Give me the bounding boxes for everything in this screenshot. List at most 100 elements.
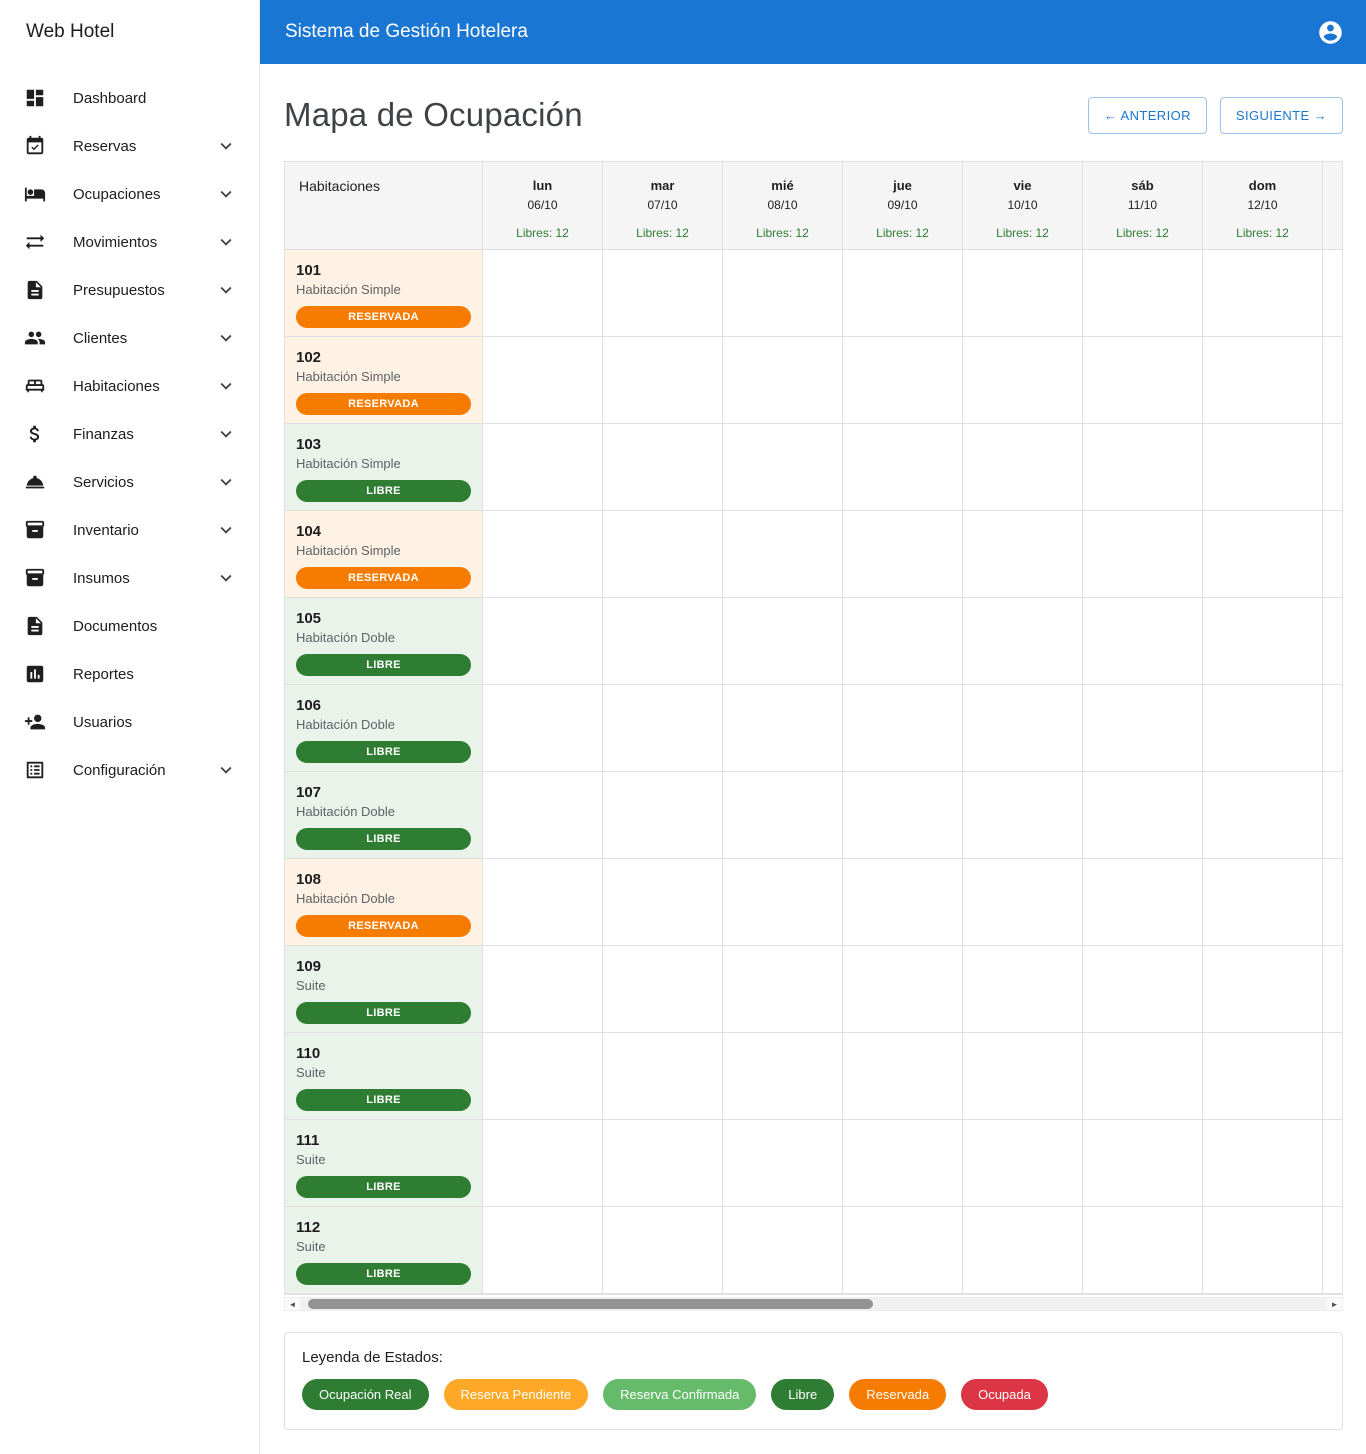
occupancy-cell[interactable] (483, 946, 603, 1033)
sidebar-item-ocupaciones[interactable]: Ocupaciones (0, 170, 259, 218)
occupancy-cell[interactable] (483, 1033, 603, 1120)
occupancy-cell[interactable] (483, 859, 603, 946)
occupancy-cell[interactable] (603, 946, 723, 1033)
occupancy-cell[interactable] (1203, 685, 1323, 772)
room-cell-102[interactable]: 102 Habitación Simple RESERVADA (285, 337, 483, 424)
occupancy-cell[interactable] (723, 1207, 843, 1294)
room-cell-103[interactable]: 103 Habitación Simple LIBRE (285, 424, 483, 511)
occupancy-cell[interactable] (1203, 859, 1323, 946)
occupancy-cell[interactable] (1083, 424, 1203, 511)
sidebar-item-servicios[interactable]: Servicios (0, 458, 259, 506)
occupancy-cell[interactable] (1203, 250, 1323, 337)
occupancy-cell[interactable] (1323, 337, 1342, 424)
occupancy-cell[interactable] (843, 598, 963, 685)
occupancy-cell[interactable] (843, 250, 963, 337)
occupancy-cell[interactable] (843, 772, 963, 859)
occupancy-cell[interactable] (723, 250, 843, 337)
occupancy-cell[interactable] (843, 685, 963, 772)
occupancy-cell[interactable] (723, 511, 843, 598)
occupancy-cell[interactable] (1203, 511, 1323, 598)
occupancy-cell[interactable] (963, 511, 1083, 598)
sidebar-item-dashboard[interactable]: Dashboard (0, 74, 259, 122)
scroll-left-icon[interactable]: ◄ (288, 1299, 297, 1309)
occupancy-cell[interactable] (483, 772, 603, 859)
occupancy-cell[interactable] (603, 1207, 723, 1294)
occupancy-cell[interactable] (483, 1120, 603, 1207)
sidebar-item-presupuestos[interactable]: Presupuestos (0, 266, 259, 314)
room-cell-107[interactable]: 107 Habitación Doble LIBRE (285, 772, 483, 859)
sidebar-item-insumos[interactable]: Insumos (0, 554, 259, 602)
occupancy-cell[interactable] (1083, 337, 1203, 424)
occupancy-cell[interactable] (1203, 946, 1323, 1033)
room-cell-106[interactable]: 106 Habitación Doble LIBRE (285, 685, 483, 772)
sidebar-item-reportes[interactable]: Reportes (0, 650, 259, 698)
occupancy-cell[interactable] (603, 685, 723, 772)
occupancy-cell[interactable] (483, 337, 603, 424)
occupancy-cell[interactable] (1083, 1033, 1203, 1120)
occupancy-cell[interactable] (723, 772, 843, 859)
occupancy-cell[interactable] (843, 1033, 963, 1120)
room-cell-112[interactable]: 112 Suite LIBRE (285, 1207, 483, 1294)
sidebar-item-documentos[interactable]: Documentos (0, 602, 259, 650)
sidebar-item-clientes[interactable]: Clientes (0, 314, 259, 362)
occupancy-cell[interactable] (603, 1033, 723, 1120)
occupancy-cell[interactable] (1083, 946, 1203, 1033)
occupancy-cell[interactable] (963, 772, 1083, 859)
occupancy-cell[interactable] (1323, 1207, 1342, 1294)
occupancy-cell[interactable] (1323, 424, 1342, 511)
occupancy-cell[interactable] (963, 946, 1083, 1033)
occupancy-cell[interactable] (1323, 250, 1342, 337)
occupancy-cell[interactable] (1083, 511, 1203, 598)
occupancy-cell[interactable] (603, 772, 723, 859)
occupancy-cell[interactable] (603, 424, 723, 511)
occupancy-cell[interactable] (963, 337, 1083, 424)
occupancy-cell[interactable] (1083, 1207, 1203, 1294)
room-cell-110[interactable]: 110 Suite LIBRE (285, 1033, 483, 1120)
occupancy-cell[interactable] (1083, 250, 1203, 337)
occupancy-cell[interactable] (963, 859, 1083, 946)
occupancy-cell[interactable] (603, 337, 723, 424)
occupancy-cell[interactable] (723, 685, 843, 772)
occupancy-cell[interactable] (1203, 424, 1323, 511)
occupancy-cell[interactable] (963, 1120, 1083, 1207)
occupancy-cell[interactable] (1323, 772, 1342, 859)
occupancy-cell[interactable] (843, 424, 963, 511)
occupancy-cell[interactable] (723, 1120, 843, 1207)
occupancy-cell[interactable] (1203, 1033, 1323, 1120)
occupancy-cell[interactable] (723, 598, 843, 685)
occupancy-cell[interactable] (843, 511, 963, 598)
room-cell-111[interactable]: 111 Suite LIBRE (285, 1120, 483, 1207)
occupancy-cell[interactable] (1083, 685, 1203, 772)
occupancy-cell[interactable] (603, 511, 723, 598)
occupancy-cell[interactable] (1203, 598, 1323, 685)
occupancy-cell[interactable] (963, 685, 1083, 772)
next-week-button[interactable]: SIGUIENTE → (1219, 96, 1343, 134)
occupancy-cell[interactable] (1203, 1207, 1323, 1294)
occupancy-cell[interactable] (603, 598, 723, 685)
occupancy-cell[interactable] (483, 250, 603, 337)
occupancy-cell[interactable] (1083, 772, 1203, 859)
occupancy-cell[interactable] (723, 337, 843, 424)
occupancy-cell[interactable] (1203, 337, 1323, 424)
scrollbar-thumb[interactable] (308, 1299, 873, 1309)
scrollbar-track[interactable] (300, 1298, 1327, 1310)
room-cell-108[interactable]: 108 Habitación Doble RESERVADA (285, 859, 483, 946)
occupancy-cell[interactable] (1323, 1120, 1342, 1207)
occupancy-cell[interactable] (963, 1033, 1083, 1120)
occupancy-cell[interactable] (963, 424, 1083, 511)
sidebar-item-inventario[interactable]: Inventario (0, 506, 259, 554)
occupancy-cell[interactable] (963, 598, 1083, 685)
sidebar-item-movimientos[interactable]: Movimientos (0, 218, 259, 266)
occupancy-cell[interactable] (483, 1207, 603, 1294)
previous-week-button[interactable]: ← ANTERIOR (1087, 96, 1207, 134)
sidebar-item-habitaciones[interactable]: Habitaciones (0, 362, 259, 410)
occupancy-cell[interactable] (603, 250, 723, 337)
occupancy-cell[interactable] (1083, 1120, 1203, 1207)
occupancy-cell[interactable] (723, 424, 843, 511)
occupancy-cell[interactable] (603, 1120, 723, 1207)
occupancy-cell[interactable] (723, 859, 843, 946)
room-cell-104[interactable]: 104 Habitación Simple RESERVADA (285, 511, 483, 598)
occupancy-cell[interactable] (843, 337, 963, 424)
occupancy-cell[interactable] (1323, 598, 1342, 685)
occupancy-cell[interactable] (723, 1033, 843, 1120)
